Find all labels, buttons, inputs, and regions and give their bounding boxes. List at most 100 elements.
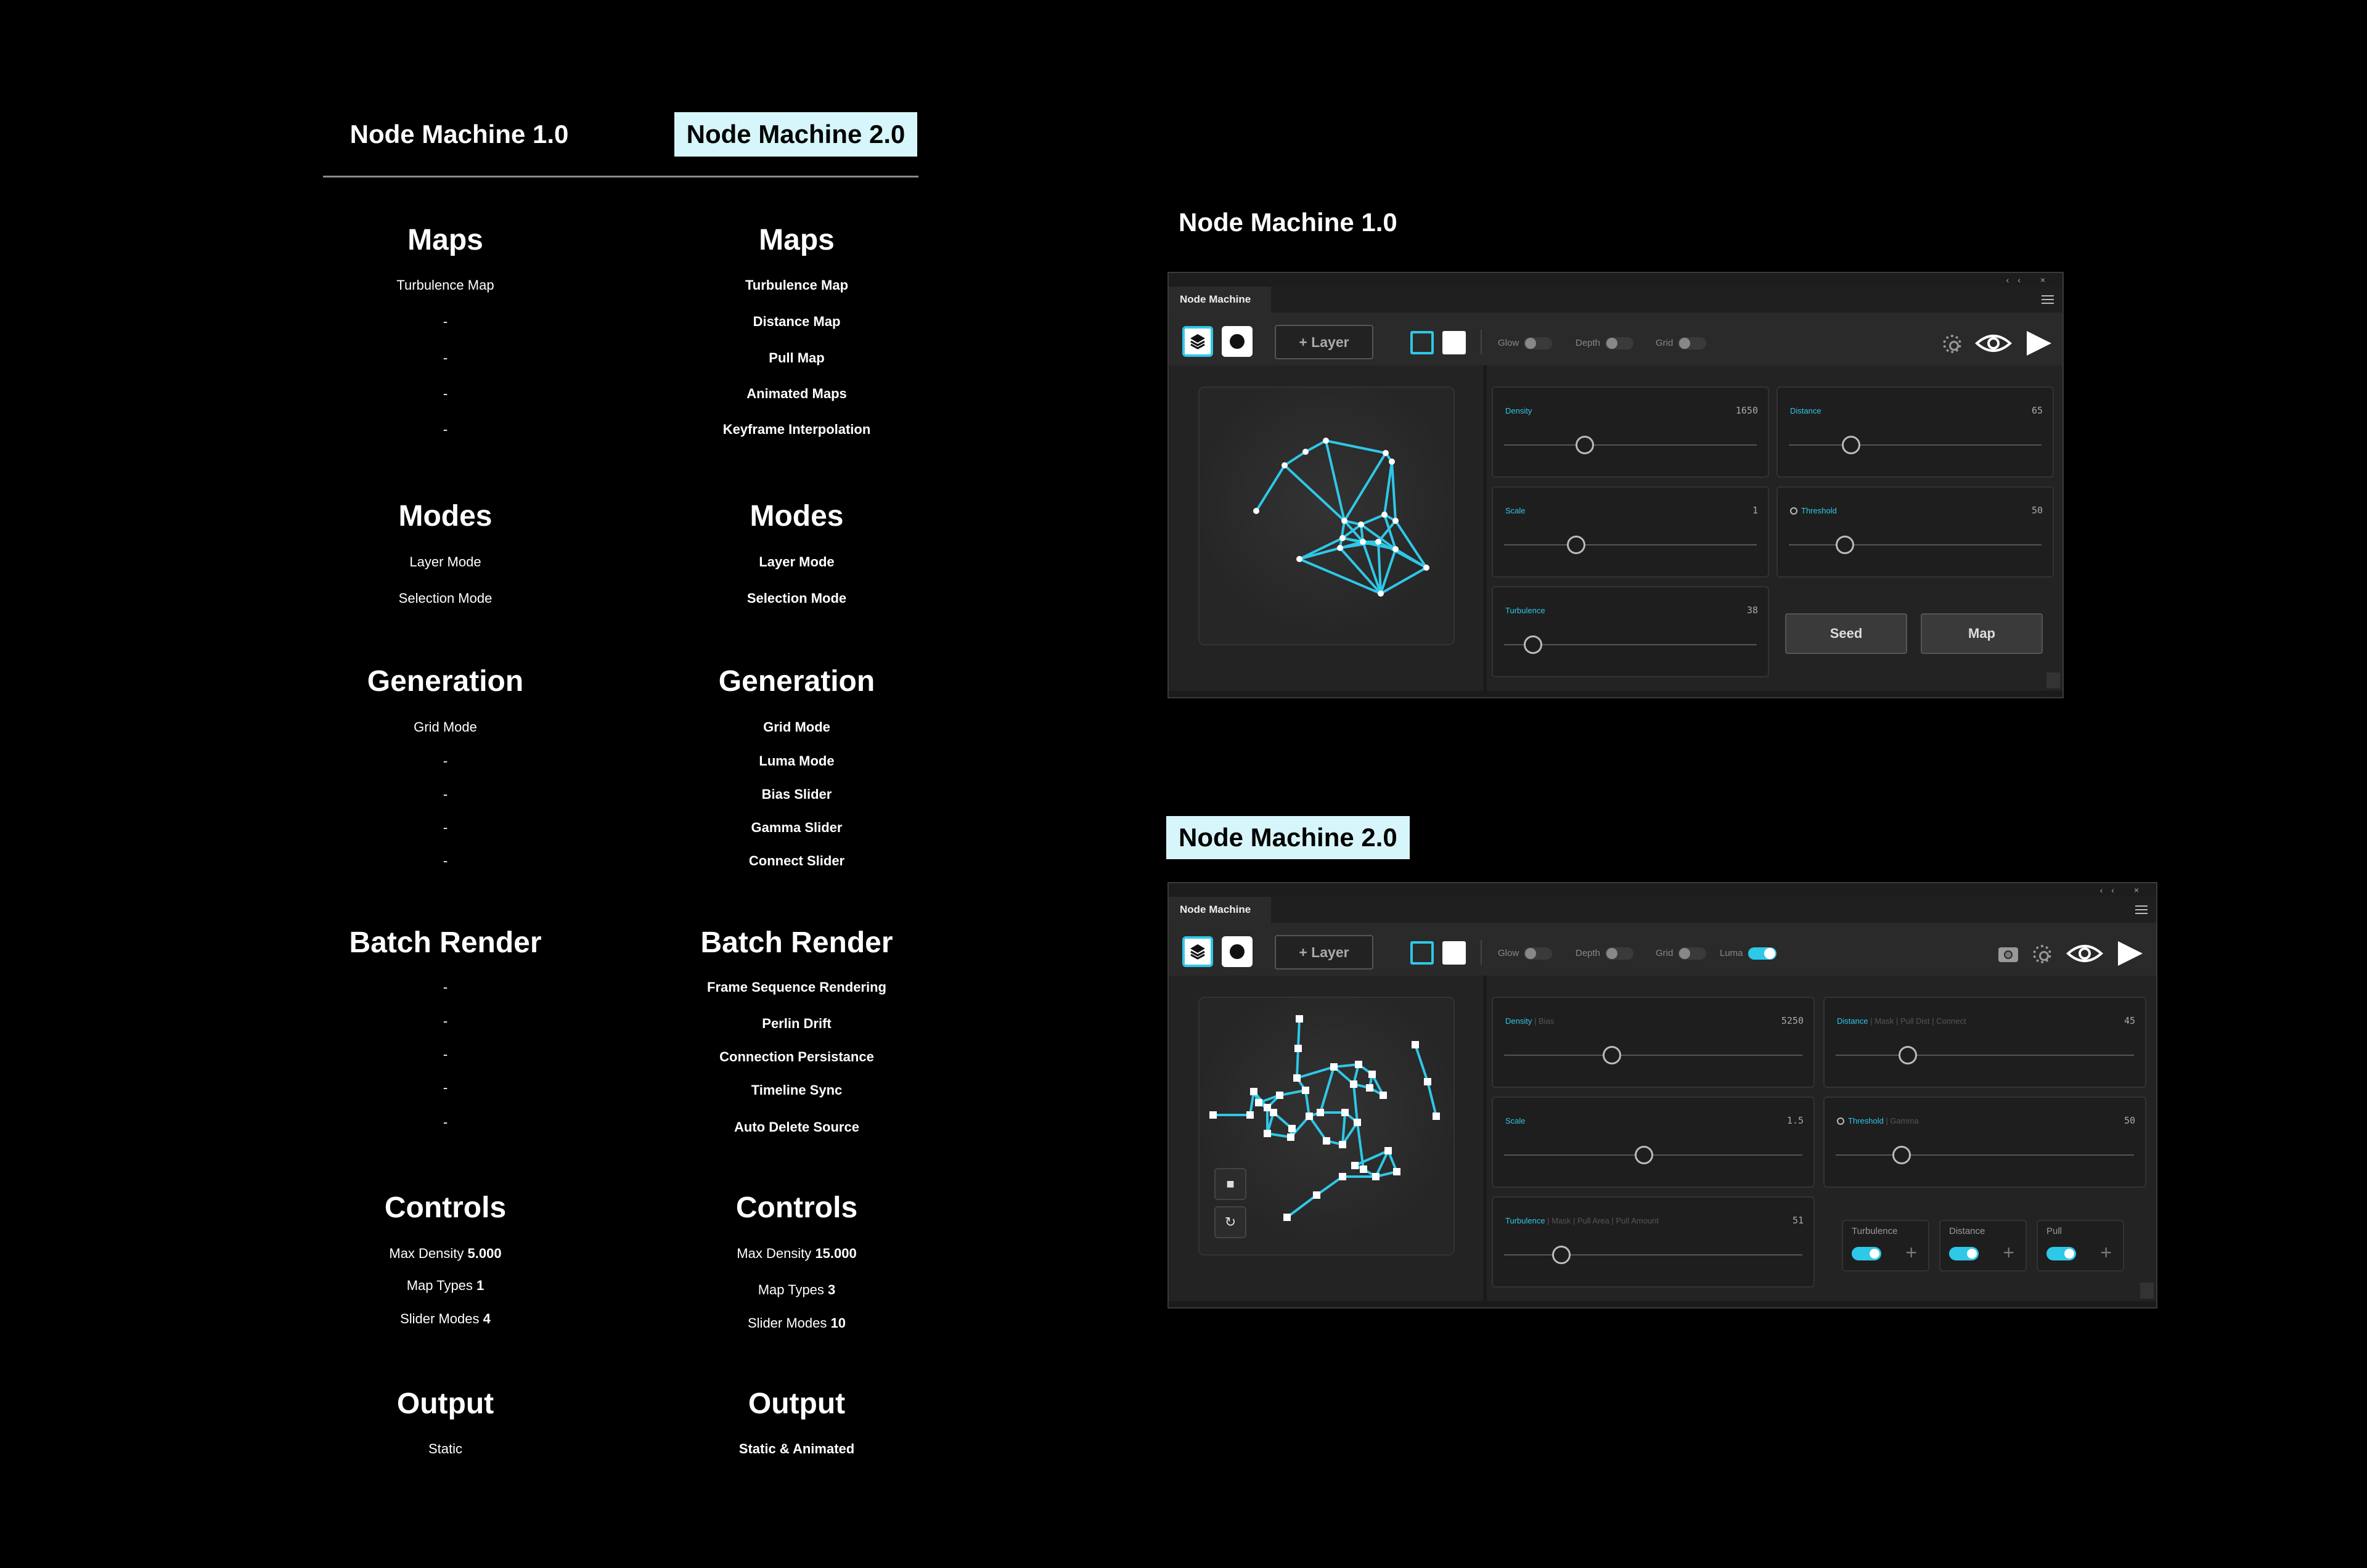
- network-edge: [1296, 1048, 1299, 1079]
- network-node: [1288, 1125, 1296, 1132]
- seed-button[interactable]: Seed: [1785, 613, 1907, 654]
- add-distance-map-button[interactable]: +: [2003, 1241, 2014, 1264]
- turbulence-knob[interactable]: [1552, 1246, 1571, 1264]
- glow-toggle[interactable]: Glow: [1498, 947, 1553, 960]
- scale-track[interactable]: [1504, 1154, 1802, 1156]
- node-preview[interactable]: [1198, 386, 1455, 645]
- feature-item: Animated Maps: [746, 386, 847, 401]
- stroke-color-swatch[interactable]: [1410, 941, 1434, 965]
- network-node: [1355, 1061, 1362, 1068]
- add-pull-map-button[interactable]: +: [2100, 1241, 2112, 1264]
- fill-color-swatch[interactable]: [1442, 941, 1466, 965]
- play-icon[interactable]: [2027, 331, 2051, 356]
- depth-toggle[interactable]: Depth: [1576, 947, 1634, 960]
- turbulence-track[interactable]: [1504, 1254, 1802, 1256]
- network-node: [1360, 1166, 1367, 1173]
- map-pull-switch[interactable]: [2046, 1247, 2076, 1260]
- feature-item: Pull Map: [769, 350, 825, 365]
- density-label: Density | Bias: [1505, 1016, 1555, 1026]
- network-edge: [1426, 1081, 1437, 1117]
- scale-track[interactable]: [1504, 544, 1757, 545]
- tab-bar: Node Machine: [1169, 897, 2156, 923]
- resize-handle[interactable]: [2046, 672, 2060, 688]
- threshold-knob[interactable]: [1836, 536, 1854, 554]
- node-preview[interactable]: ■ ↻: [1198, 997, 1455, 1256]
- distance-track[interactable]: [1836, 1055, 2134, 1056]
- settings-icon[interactable]: [1943, 335, 1961, 353]
- record-icon[interactable]: [1222, 326, 1253, 357]
- scale-knob[interactable]: [1635, 1146, 1653, 1164]
- feature-item: -: [443, 422, 448, 437]
- stop-icon[interactable]: ■: [1214, 1168, 1246, 1200]
- map-turbulence-switch[interactable]: [1852, 1247, 1881, 1260]
- settings-icon[interactable]: [2033, 945, 2051, 963]
- distance-knob[interactable]: [1899, 1046, 1917, 1064]
- feature-item: -: [443, 1080, 448, 1095]
- horizontal-scrollbar[interactable]: [1169, 691, 2062, 697]
- resize-handle[interactable]: [2140, 1283, 2154, 1299]
- depth-toggle[interactable]: Depth: [1576, 337, 1634, 349]
- distance-track[interactable]: [1789, 444, 2042, 446]
- play-icon[interactable]: [2118, 941, 2143, 966]
- feature-item: Map Types 1: [406, 1278, 484, 1293]
- glow-label: Glow: [1498, 947, 1519, 958]
- tab-node-machine[interactable]: Node Machine: [1169, 897, 1271, 923]
- camera-icon[interactable]: [1998, 947, 2018, 962]
- network-edge: [1286, 1194, 1318, 1219]
- network-node: [1368, 1071, 1376, 1078]
- body-divider: [1483, 976, 1487, 1307]
- density-track[interactable]: [1504, 1055, 1802, 1056]
- add-turbulence-map-button[interactable]: +: [1905, 1241, 1917, 1264]
- grid-toggle[interactable]: Grid: [1656, 337, 1707, 349]
- layers-button[interactable]: [1182, 936, 1213, 967]
- eye-icon[interactable]: [1975, 332, 2012, 354]
- network-node: [1287, 1133, 1294, 1141]
- horizontal-scrollbar[interactable]: [1169, 1301, 2156, 1307]
- density-knob[interactable]: [1603, 1046, 1621, 1064]
- refresh-icon[interactable]: ↻: [1214, 1206, 1246, 1238]
- threshold-track[interactable]: [1789, 544, 2042, 545]
- threshold-knob[interactable]: [1892, 1146, 1911, 1164]
- density-track[interactable]: [1504, 444, 1757, 446]
- glow-toggle[interactable]: Glow: [1498, 337, 1553, 349]
- network-edge: [1394, 548, 1428, 569]
- stroke-color-swatch[interactable]: [1410, 331, 1434, 354]
- scale-label: Scale: [1505, 506, 1526, 515]
- layers-button[interactable]: [1182, 326, 1213, 357]
- turbulence-track[interactable]: [1504, 644, 1757, 645]
- feature-item: Grid Mode: [763, 719, 830, 735]
- threshold-radio[interactable]: [1837, 1117, 1844, 1125]
- grid-toggle[interactable]: Grid: [1656, 947, 1707, 960]
- turbulence-knob[interactable]: [1524, 635, 1542, 654]
- network-edge: [1394, 520, 1428, 569]
- scale-slider-card: Scale 1.5: [1492, 1096, 1815, 1188]
- threshold-track[interactable]: [1836, 1154, 2134, 1156]
- window-controls[interactable]: ‹‹ ×: [2099, 885, 2148, 895]
- network-node: [1392, 546, 1399, 552]
- feature-item: Keyframe Interpolation: [722, 422, 871, 437]
- fill-color-swatch[interactable]: [1442, 331, 1466, 354]
- scale-knob[interactable]: [1567, 536, 1585, 554]
- density-knob[interactable]: [1576, 436, 1594, 454]
- add-layer-button[interactable]: + Layer: [1275, 325, 1373, 359]
- eye-icon[interactable]: [2066, 942, 2103, 965]
- window-controls[interactable]: ‹‹ ×: [2006, 275, 2054, 285]
- network-node: [1389, 459, 1395, 465]
- tab-node-machine[interactable]: Node Machine: [1169, 287, 1271, 312]
- section-title-output: Output: [748, 1387, 846, 1420]
- distance-knob[interactable]: [1842, 436, 1860, 454]
- luma-toggle[interactable]: Luma: [1720, 947, 1776, 960]
- record-icon[interactable]: [1222, 936, 1253, 967]
- threshold-radio[interactable]: [1790, 507, 1797, 515]
- network-node: [1380, 1092, 1387, 1099]
- distance-label: Distance | Mask | Pull Dist | Connect: [1837, 1016, 1966, 1026]
- network-edge: [1341, 523, 1362, 539]
- add-layer-button[interactable]: + Layer: [1275, 935, 1373, 970]
- node-machine-1-panel: ‹‹ × Node Machine + Layer Glow Depth Gri…: [1167, 272, 2064, 698]
- menu-icon[interactable]: [2042, 295, 2054, 304]
- network-node: [1372, 1173, 1380, 1180]
- map-button[interactable]: Map: [1921, 613, 2043, 654]
- map-distance-switch[interactable]: [1949, 1247, 1979, 1260]
- map-toggle-turbulence: Turbulence +: [1842, 1220, 1929, 1272]
- menu-icon[interactable]: [2135, 905, 2148, 914]
